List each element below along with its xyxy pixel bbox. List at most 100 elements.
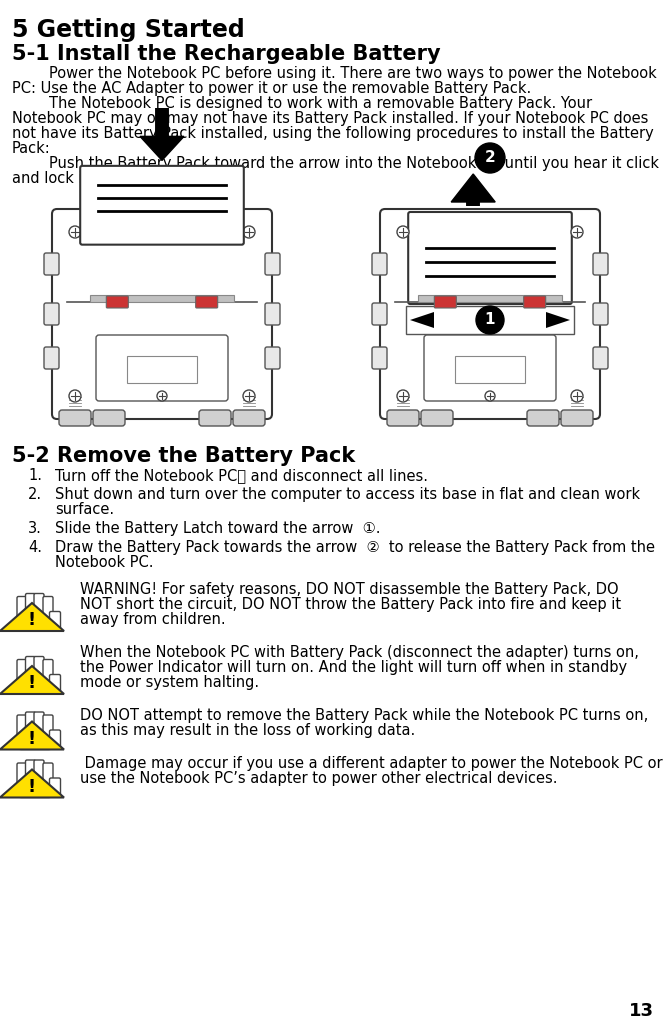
FancyBboxPatch shape	[17, 763, 27, 786]
FancyBboxPatch shape	[17, 659, 27, 683]
FancyBboxPatch shape	[59, 410, 91, 426]
Circle shape	[69, 390, 81, 402]
Circle shape	[475, 143, 505, 173]
FancyBboxPatch shape	[43, 596, 53, 619]
FancyBboxPatch shape	[34, 593, 44, 619]
Text: Power the Notebook PC before using it. There are two ways to power the Notebook: Power the Notebook PC before using it. T…	[12, 66, 657, 81]
Bar	[406, 306, 574, 334]
FancyBboxPatch shape	[107, 296, 129, 308]
Text: not have its Battery Pack installed, using the following procedures to install t: not have its Battery Pack installed, usi…	[12, 126, 654, 141]
Text: Draw the Battery Pack towards the arrow  ②  to release the Battery Pack from the: Draw the Battery Pack towards the arrow …	[55, 540, 655, 555]
FancyBboxPatch shape	[19, 731, 51, 750]
FancyBboxPatch shape	[43, 715, 53, 739]
Text: Notebook PC may or may not have its Battery Pack installed. If your Notebook PC : Notebook PC may or may not have its Batt…	[12, 111, 649, 126]
FancyBboxPatch shape	[265, 303, 280, 325]
Text: 2: 2	[485, 150, 496, 166]
FancyBboxPatch shape	[17, 596, 27, 619]
Text: !: !	[28, 730, 36, 748]
FancyBboxPatch shape	[199, 410, 231, 426]
FancyBboxPatch shape	[25, 656, 35, 683]
Text: 5-2 Remove the Battery Pack: 5-2 Remove the Battery Pack	[12, 446, 355, 466]
FancyBboxPatch shape	[96, 335, 228, 401]
Circle shape	[571, 390, 583, 402]
Text: 2.: 2.	[28, 487, 42, 502]
Text: DO NOT attempt to remove the Battery Pack while the Notebook PC turns on,: DO NOT attempt to remove the Battery Pac…	[80, 708, 648, 723]
FancyBboxPatch shape	[561, 410, 593, 426]
Circle shape	[157, 391, 167, 401]
Text: 4.: 4.	[28, 540, 42, 555]
FancyBboxPatch shape	[49, 612, 61, 629]
Polygon shape	[0, 769, 64, 797]
Polygon shape	[140, 136, 184, 161]
FancyBboxPatch shape	[593, 253, 608, 275]
Text: mode or system halting.: mode or system halting.	[80, 675, 259, 690]
FancyBboxPatch shape	[17, 715, 27, 739]
Text: Slide the Battery Latch toward the arrow  ①.: Slide the Battery Latch toward the arrow…	[55, 521, 380, 536]
FancyBboxPatch shape	[49, 675, 61, 692]
Polygon shape	[451, 174, 496, 202]
FancyBboxPatch shape	[523, 296, 545, 308]
FancyBboxPatch shape	[34, 712, 44, 739]
Text: surface.: surface.	[55, 502, 114, 517]
Text: Push the Battery Pack toward the arrow into the Notebook PC until you hear it cl: Push the Battery Pack toward the arrow i…	[12, 156, 659, 171]
Text: Turn off the Notebook PC， and disconnect all lines.: Turn off the Notebook PC， and disconnect…	[55, 468, 428, 483]
FancyBboxPatch shape	[387, 410, 419, 426]
FancyBboxPatch shape	[421, 410, 453, 426]
Circle shape	[69, 226, 81, 238]
Circle shape	[397, 226, 409, 238]
Text: and lock into place.: and lock into place.	[12, 171, 155, 186]
Text: !: !	[28, 675, 36, 692]
FancyBboxPatch shape	[372, 303, 387, 325]
Text: The Notebook PC is designed to work with a removable Battery Pack. Your: The Notebook PC is designed to work with…	[12, 96, 592, 111]
FancyBboxPatch shape	[408, 212, 572, 304]
Text: the Power Indicator will turn on. And the light will turn off when in standby: the Power Indicator will turn on. And th…	[80, 660, 627, 675]
FancyBboxPatch shape	[80, 166, 244, 245]
FancyBboxPatch shape	[19, 676, 51, 694]
Polygon shape	[0, 666, 64, 694]
FancyBboxPatch shape	[424, 335, 556, 401]
Text: 5-1 Install the Rechargeable Battery: 5-1 Install the Rechargeable Battery	[12, 44, 441, 64]
FancyBboxPatch shape	[233, 410, 265, 426]
FancyBboxPatch shape	[49, 778, 61, 796]
Circle shape	[397, 390, 409, 402]
FancyBboxPatch shape	[25, 593, 35, 619]
Text: WARNING! For safety reasons, DO NOT disassemble the Battery Pack, DO: WARNING! For safety reasons, DO NOT disa…	[80, 582, 619, 597]
FancyBboxPatch shape	[34, 760, 44, 786]
FancyBboxPatch shape	[44, 347, 59, 369]
FancyBboxPatch shape	[527, 410, 559, 426]
Bar	[127, 356, 196, 383]
Text: Notebook PC.: Notebook PC.	[55, 555, 153, 570]
FancyBboxPatch shape	[265, 253, 280, 275]
Text: use the Notebook PC’s adapter to power other electrical devices.: use the Notebook PC’s adapter to power o…	[80, 771, 557, 786]
FancyBboxPatch shape	[434, 296, 456, 308]
Text: PC: Use the AC Adapter to power it or use the removable Battery Pack.: PC: Use the AC Adapter to power it or us…	[12, 81, 531, 96]
Text: Shut down and turn over the computer to access its base in flat and clean work: Shut down and turn over the computer to …	[55, 487, 640, 502]
FancyBboxPatch shape	[49, 730, 61, 748]
FancyBboxPatch shape	[593, 303, 608, 325]
Circle shape	[243, 390, 255, 402]
Circle shape	[476, 306, 504, 334]
Text: 5 Getting Started: 5 Getting Started	[12, 18, 244, 42]
Circle shape	[485, 391, 495, 401]
FancyBboxPatch shape	[19, 780, 51, 797]
FancyBboxPatch shape	[19, 613, 51, 631]
Polygon shape	[546, 312, 570, 328]
FancyBboxPatch shape	[34, 656, 44, 683]
FancyBboxPatch shape	[380, 209, 600, 419]
Text: 13: 13	[629, 1002, 654, 1020]
Text: 3.: 3.	[28, 521, 42, 536]
Circle shape	[571, 226, 583, 238]
FancyBboxPatch shape	[265, 347, 280, 369]
Text: away from children.: away from children.	[80, 612, 226, 627]
FancyBboxPatch shape	[25, 712, 35, 739]
FancyBboxPatch shape	[43, 659, 53, 683]
Text: When the Notebook PC with Battery Pack (disconnect the adapter) turns on,: When the Notebook PC with Battery Pack (…	[80, 645, 639, 660]
Text: Pack:: Pack:	[12, 141, 51, 156]
Text: NOT short the circuit, DO NOT throw the Battery Pack into fire and keep it: NOT short the circuit, DO NOT throw the …	[80, 597, 621, 612]
FancyBboxPatch shape	[372, 253, 387, 275]
Text: 1: 1	[485, 312, 496, 328]
FancyBboxPatch shape	[372, 347, 387, 369]
FancyBboxPatch shape	[25, 760, 35, 786]
Polygon shape	[0, 721, 64, 750]
Circle shape	[243, 226, 255, 238]
